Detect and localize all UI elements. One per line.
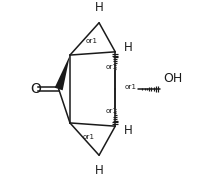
Text: H: H [124,124,133,137]
Text: OH: OH [163,72,182,85]
Text: H: H [95,1,103,14]
Text: or1: or1 [106,64,118,70]
Polygon shape [55,55,70,90]
Text: or1: or1 [86,38,98,44]
Text: H: H [95,164,103,177]
Text: O: O [30,82,41,96]
Text: or1: or1 [125,84,137,90]
Text: or1: or1 [106,108,118,114]
Text: H: H [124,41,133,54]
Text: or1: or1 [83,134,95,140]
